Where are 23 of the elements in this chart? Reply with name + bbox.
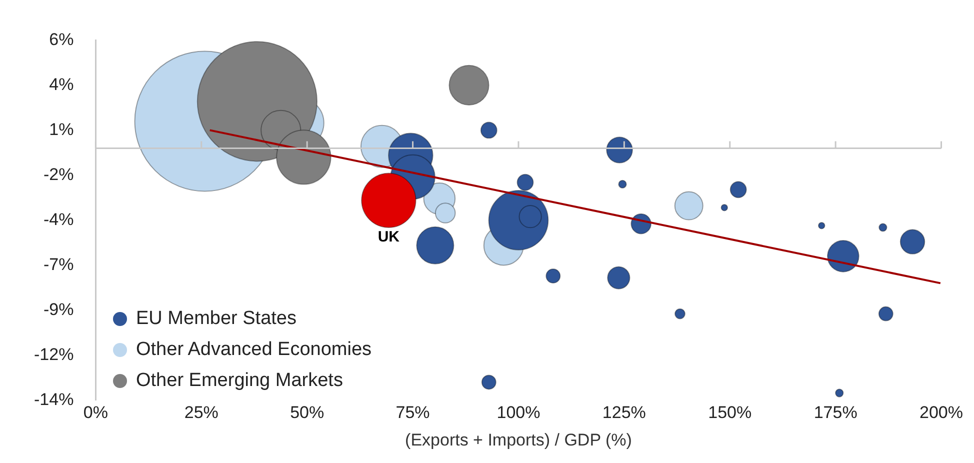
y-tick-label: 4% <box>49 74 74 94</box>
y-tick-label: -4% <box>43 210 74 229</box>
x-tick-label: 200% <box>920 403 963 422</box>
y-tick-label: -14% <box>34 390 74 409</box>
y-tick-label: 6% <box>49 30 74 49</box>
y-tick-label: -12% <box>34 344 74 364</box>
x-tick-label: 150% <box>708 403 752 422</box>
x-axis-title: (Exports + Imports) / GDP (%) <box>405 430 632 450</box>
x-tick-label: 100% <box>496 403 540 422</box>
legend-label: Other Advanced Economies <box>136 338 372 360</box>
x-tick-label: 125% <box>602 403 646 422</box>
x-tick-label: 175% <box>814 403 858 422</box>
x-tick-label: 75% <box>396 403 430 422</box>
y-tick-label: -7% <box>43 254 74 274</box>
x-tick-label: 0% <box>83 403 108 422</box>
x-tick-label: 25% <box>184 403 218 422</box>
y-tick-label: 1% <box>49 120 74 139</box>
annotation: UK <box>378 228 400 246</box>
y-tick-label: -9% <box>43 300 74 319</box>
legend-label: Other Emerging Markets <box>136 370 343 392</box>
y-tick-label: -2% <box>43 164 74 184</box>
legend-label: EU Member States <box>136 308 296 330</box>
x-tick-label: 50% <box>290 403 324 422</box>
